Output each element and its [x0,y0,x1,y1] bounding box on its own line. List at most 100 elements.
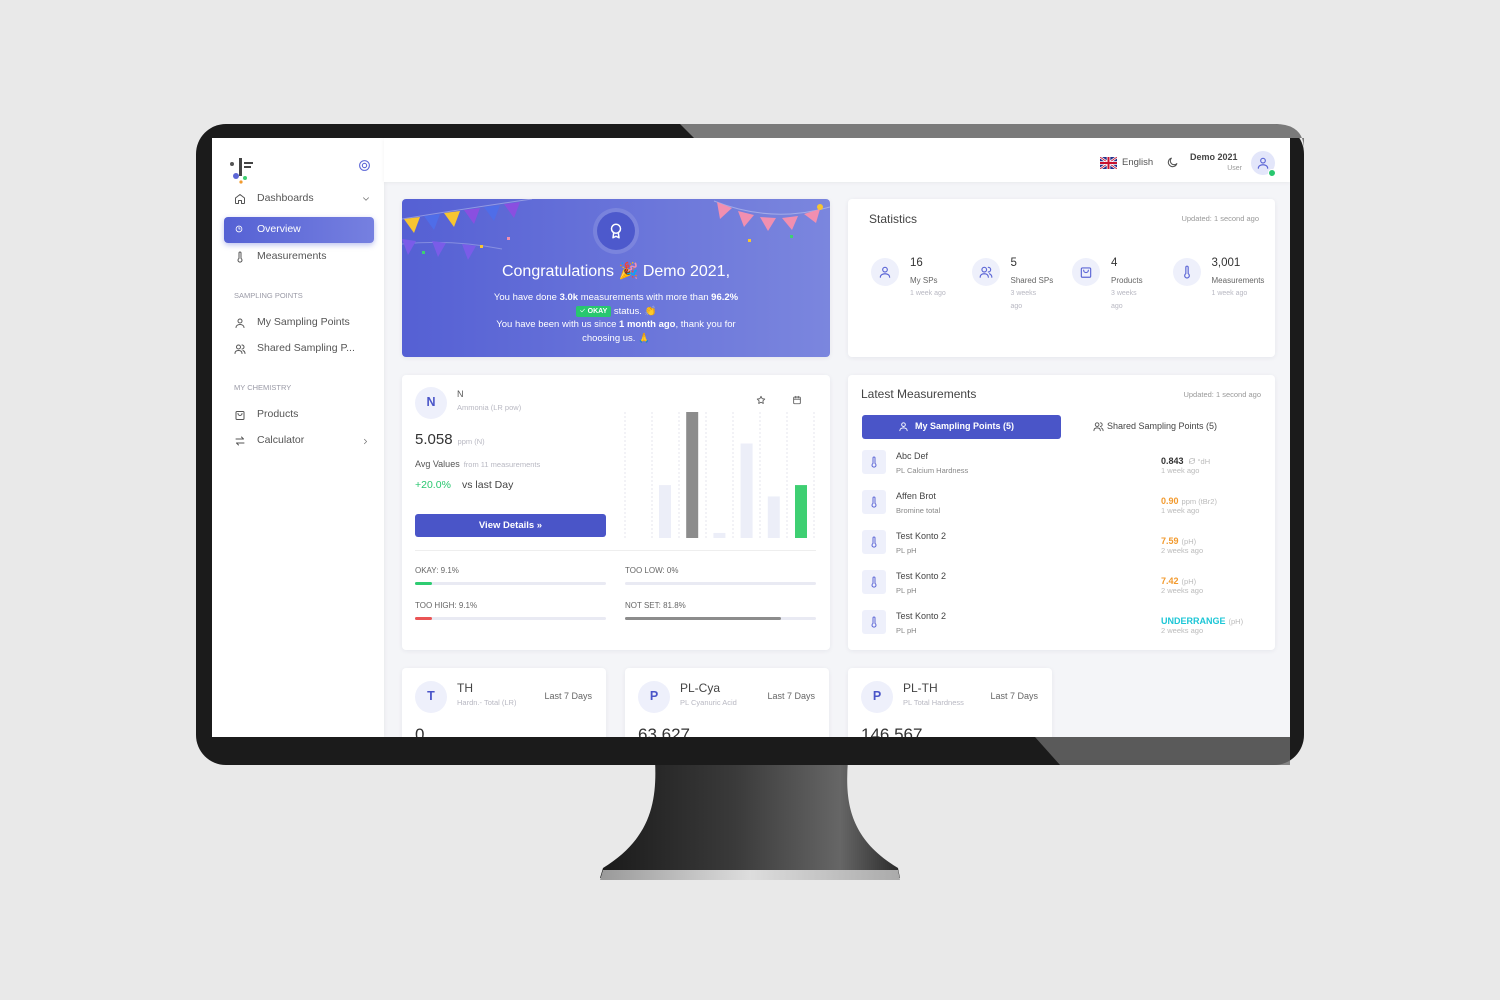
settings-icon [359,160,370,171]
stat-icon-glyph [1080,267,1092,278]
stat-label: Shared SPs [1010,276,1054,286]
progress-fill [415,617,433,620]
bar [740,443,753,538]
status-label: OKAY: 9.1% [415,566,459,576]
tab-icon [899,422,908,432]
row-name: Test Konto 2 [896,611,947,622]
row-value: 0.843 °dH [1161,451,1210,469]
bar [659,485,671,538]
card-title: Statistics [869,211,918,226]
row-name: Test Konto 2 [896,531,947,542]
card-period: Last 7 Days [767,691,815,702]
congrats-card: Congratulations 🎉 Demo 2021, You have don… [402,199,830,357]
row-icon [862,450,886,474]
stat-label: Measurements [1211,276,1265,286]
card-name: PL-TH [903,680,938,695]
nav-item[interactable]: Products [257,408,299,421]
status-label: TOO LOW: 0% [625,566,679,576]
row-value: 0.90 ppm (tBr2) [1161,491,1217,509]
measurement-unit: (pH) [1181,577,1197,586]
bar [767,496,780,538]
tab[interactable]: Shared Sampling Points (5) [1076,415,1275,439]
avg-row: Avg Values from 11 measurements [415,454,540,472]
bar [795,485,807,538]
card-description: PL Cyanuric Acid [680,698,737,708]
stat-icon-glyph [1183,265,1190,279]
screen: Dashboards Overview Measurements My Samplin… [212,138,1290,737]
online-dot [1267,168,1277,178]
view-details-button[interactable]: View Details » [415,514,606,537]
stat-time: 3 weeks ago [1010,290,1037,310]
row-description: Bromine total [896,506,941,516]
logo [230,158,253,184]
row-time: 1 week ago [1161,466,1200,476]
parameter-card: N N Ammonia (LR pow) 5.058 ppm (N) Avg Values… [402,375,830,650]
stat-icon-glyph [979,266,992,278]
message-line: OKAY status. 👏 [476,305,756,319]
latest-measurements-card: Latest Measurements Updated: 1 second ago… [848,375,1275,650]
status-badge: OKAY [575,305,612,317]
row-icon [862,490,886,514]
measurement-unit: (pH) [1181,537,1197,546]
row-description: PL Calcium Hardness [896,466,969,476]
nav-heading: SAMPLING POINTS [234,291,303,301]
message-text: status. 👏 [611,305,657,317]
measurement-value: 7.59 [1161,536,1179,546]
updated-label: Updated: 1 second ago [1181,214,1259,224]
nav-item[interactable]: My Sampling Points [257,316,350,329]
congrats-message: You have done 3.0k measurements with mor… [476,291,756,345]
change-value: +20.0% [415,479,451,492]
nav-icon [235,411,245,420]
stat-icon-glyph [879,266,891,278]
thermometer-icon [871,616,877,628]
language-selector[interactable]: English [1122,157,1154,169]
chevron-icon [363,197,369,201]
measurement-value: 7.42 [1161,576,1179,586]
calendar-button[interactable] [792,395,802,405]
row-description: PL pH [896,546,917,556]
divider [415,550,816,551]
card-value: 146.567 [861,725,923,737]
award-badge [597,212,635,250]
message-line: You have done 3.0k measurements with mor… [476,291,756,305]
thermometer-icon [871,536,877,548]
tab-icon [1093,422,1104,432]
nav-item[interactable]: Overview [257,223,301,236]
message-text: You have been with us since [496,319,620,330]
theme-toggle [1167,157,1178,168]
progress-track [415,617,606,620]
param-value-row: 5.058 ppm (N) [415,431,485,449]
card-avatar: P [638,681,670,713]
card-value: 0 [415,725,425,737]
row-time: 1 week ago [1161,506,1200,516]
message-text: , thank you for choosing us. 🙏 [582,319,736,344]
nav-icon [235,436,245,446]
nav-icon [237,251,243,263]
topbar: English Demo 2021 User [384,138,1290,182]
row-time: 2 weeks ago [1161,626,1204,636]
active-nav-highlight [224,217,374,243]
measurement-unit: (pH) [1228,617,1244,626]
nav-item[interactable]: Dashboards [257,192,314,205]
card-avatar-letter: P [649,689,659,704]
card-name: PL-Cya [680,680,721,695]
favorite-button[interactable] [756,395,766,405]
congrats-title: Congratulations 🎉 Demo 2021, [501,263,731,281]
card-title: Latest Measurements [861,386,977,401]
thermometer-icon [871,456,877,468]
card-avatar: P [861,681,893,713]
monitor-stand [600,760,900,878]
nav-item[interactable]: Shared Sampling P... [257,342,355,355]
measurement-value: 0.90 [1161,496,1179,506]
nav-item[interactable]: Calculator [257,434,305,447]
thermometer-icon [871,576,877,588]
nav-icon [235,194,245,204]
message-text: You have done [493,292,560,303]
tab[interactable]: My Sampling Points (5) [862,415,1061,439]
change-note: vs last Day [462,479,514,492]
sidebar: Dashboards Overview Measurements My Samplin… [212,138,384,737]
parameter-mini-card: P PL-TH PL Total Hardness Last 7 Days 146.56… [848,668,1052,737]
flag-icon [1100,157,1117,169]
card-avatar-letter: P [872,689,882,704]
nav-item[interactable]: Measurements [257,250,327,263]
